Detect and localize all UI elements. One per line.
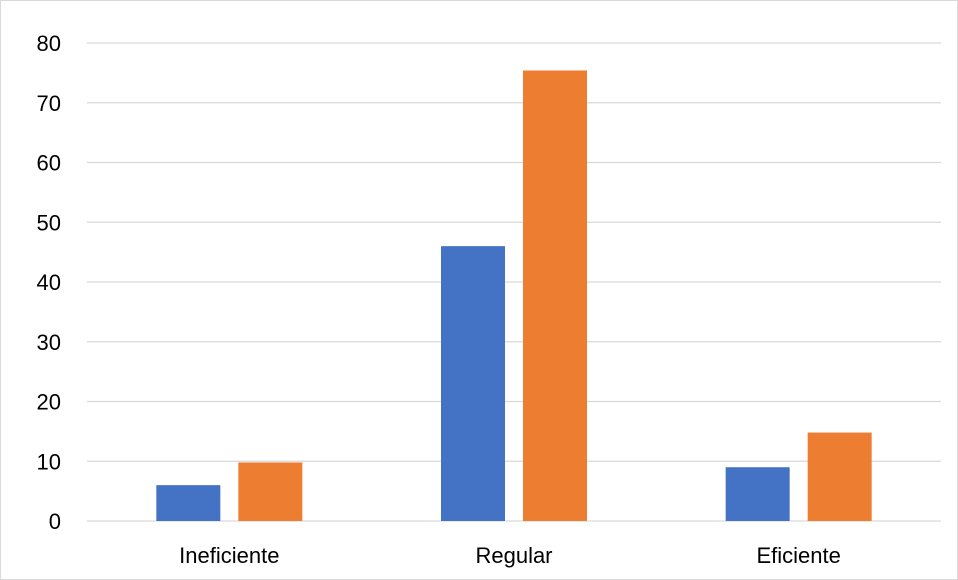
gridlines — [87, 42, 941, 522]
bar-series-2-ineficiente — [238, 462, 303, 521]
y-tick-label: 80 — [37, 31, 61, 56]
x-category-label: Eficiente — [756, 543, 840, 568]
y-tick-label: 50 — [37, 210, 61, 235]
bar-series-1-eficiente — [725, 467, 790, 521]
x-category-label: Regular — [475, 543, 552, 568]
bar-series-1-ineficiente — [156, 485, 221, 521]
y-tick-label: 20 — [37, 390, 61, 415]
y-tick-label: 10 — [37, 449, 61, 474]
x-category-label: Ineficiente — [179, 543, 279, 568]
bar-series-2-regular — [523, 70, 587, 522]
y-axis-ticks: 0 10 20 30 40 50 60 70 80 — [37, 31, 61, 534]
bar-series-1-regular — [441, 246, 505, 521]
y-tick-label: 40 — [37, 270, 61, 295]
y-tick-label: 0 — [49, 509, 61, 534]
bar-series-2-eficiente — [807, 432, 872, 521]
y-tick-label: 60 — [37, 151, 61, 176]
bars — [156, 70, 872, 522]
y-tick-label: 70 — [37, 91, 61, 116]
y-tick-label: 30 — [37, 330, 61, 355]
x-axis-categories: Ineficiente Regular Eficiente — [179, 543, 841, 568]
